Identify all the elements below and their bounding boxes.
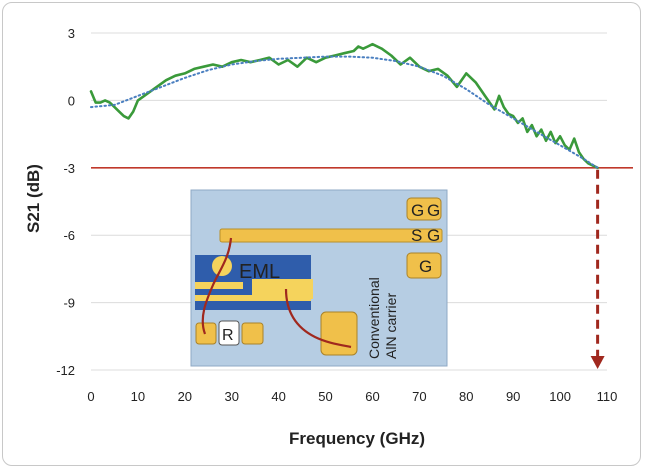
resistor-label: R [222, 327, 234, 344]
pad-left [195, 322, 217, 345]
s21-chart: 30-3-6-9-120 10 20 30 40 50 60 70 80 90 100 110Freq… [24, 26, 633, 448]
x-tick-label: 50 [318, 389, 332, 404]
x-tick-label: 90 [506, 389, 520, 404]
y-tick-label: -9 [63, 296, 75, 311]
y-axis-title: S21 (dB) [24, 164, 43, 233]
x-tick-label: 40 [271, 389, 285, 404]
carrier-label: Conventional AlN carrier [366, 277, 399, 359]
bond-wire [284, 288, 352, 349]
y-tick-label: 0 [68, 93, 75, 108]
x-axis-title: Frequency (GHz) [289, 429, 425, 448]
cutoff-arrowhead [590, 356, 605, 369]
carrier-label-line: AlN carrier [383, 293, 399, 359]
chart-frame: 3 0 -3 -6 -9 -12 0 10 20 30 40 50 60 70 80 90 100 110 Freq… [2, 2, 641, 466]
gsg-label: G [419, 257, 432, 276]
gsg-label: G [427, 226, 440, 245]
signal-trace [219, 228, 443, 243]
y-tick-label: -6 [63, 228, 75, 243]
y-tick-label: -3 [63, 161, 75, 176]
gsg-label: S [411, 226, 422, 245]
pad-g-bottom [406, 252, 442, 279]
x-tick-label: 30 [224, 389, 238, 404]
x-tick-label: 100 [549, 389, 571, 404]
eml-label: EML [239, 261, 280, 283]
pad-right [241, 322, 264, 345]
eml-pad [252, 279, 313, 299]
carrier-label-line: Conventional [366, 277, 382, 359]
pad-g-top [406, 197, 442, 221]
x-tick-label: 110 [597, 389, 618, 404]
y-tick-label: -12 [56, 363, 75, 378]
x-tick-label: 70 [412, 389, 426, 404]
x-tick-label: 60 [365, 389, 379, 404]
x-tick-label: 20 [178, 389, 192, 404]
x-tick-label: 10 [131, 389, 145, 404]
y-tick-label: 3 [68, 26, 75, 41]
bond-wire [201, 237, 233, 335]
x-tick-label: 80 [459, 389, 473, 404]
gsg-label: G [411, 201, 424, 220]
fit-line [90, 55, 599, 169]
x-tick-label: 0 [87, 389, 94, 404]
measured-line [89, 42, 599, 170]
pad-large [320, 311, 358, 356]
eml-stripe [195, 282, 243, 289]
resistor [218, 320, 240, 346]
gsg-label: G [427, 201, 440, 220]
